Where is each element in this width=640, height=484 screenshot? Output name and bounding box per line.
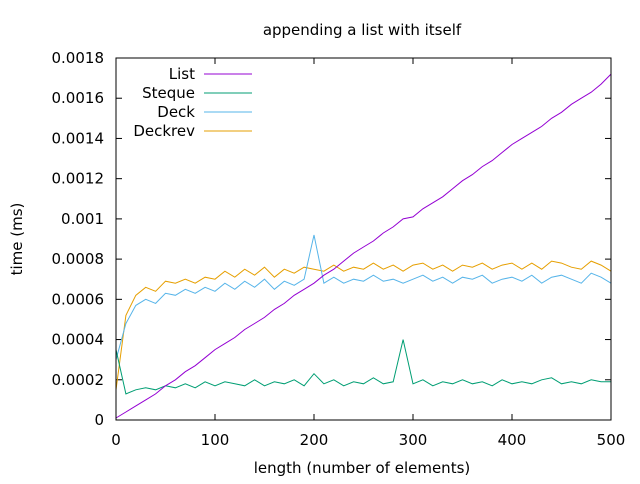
series-line-deckrev	[115, 260, 612, 390]
plot-frame	[115, 57, 612, 421]
series-line-deck	[115, 234, 612, 360]
y-tick-label: 0.0002	[52, 371, 105, 389]
x-tick-label: 0	[111, 431, 121, 449]
y-tick-label: 0.0016	[52, 89, 105, 107]
y-tick-label: 0.0006	[52, 290, 105, 308]
y-tick-label: 0.0012	[52, 170, 105, 188]
x-tick-label: 200	[300, 431, 329, 449]
y-tick-label: 0.0018	[52, 49, 105, 67]
legend-label-deckrev: Deckrev	[133, 122, 195, 140]
y-tick-label: 0.001	[61, 210, 104, 228]
x-tick-label: 500	[597, 431, 626, 449]
series-line-steque	[115, 339, 611, 395]
y-tick-label: 0.0004	[52, 331, 105, 349]
series-line-list	[115, 73, 612, 419]
x-tick-label: 100	[201, 431, 230, 449]
chart-title: appending a list with itself	[263, 21, 462, 39]
x-axis-label: length (number of elements)	[254, 459, 471, 477]
x-tick-label: 400	[498, 431, 527, 449]
legend-label-steque: Steque	[142, 84, 195, 102]
y-axis-label: time (ms)	[8, 203, 26, 276]
legend-label-deck: Deck	[157, 103, 195, 121]
legend-label-list: List	[169, 65, 195, 83]
y-tick-label: 0	[94, 411, 104, 429]
y-tick-label: 0.0008	[52, 250, 105, 268]
x-tick-label: 300	[399, 431, 428, 449]
y-tick-label: 0.0014	[52, 129, 105, 147]
